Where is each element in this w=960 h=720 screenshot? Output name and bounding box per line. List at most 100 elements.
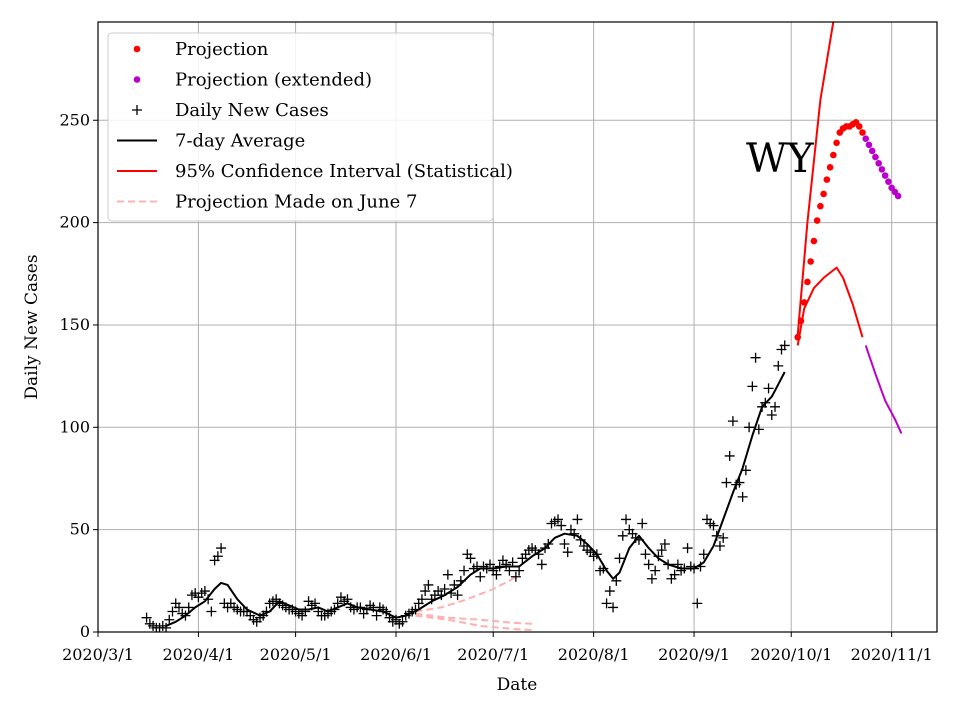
daily-case-marker	[640, 549, 651, 560]
plot-frame	[97, 21, 938, 633]
projection-point-projection	[794, 333, 802, 341]
daily-case-marker	[598, 563, 609, 574]
projection-point-projection-extended	[894, 192, 902, 200]
daily-case-marker	[475, 571, 486, 582]
daily-case-marker	[161, 622, 172, 632]
daily-case-marker	[452, 590, 463, 601]
x-tick-label: 2020/3/1	[62, 645, 134, 664]
x-tick-label: 2020/4/1	[162, 645, 234, 664]
x-tick-label: 2020/5/1	[260, 645, 332, 664]
daily-case-marker	[180, 610, 191, 621]
daily-case-marker	[614, 553, 625, 564]
daily-case-marker	[689, 563, 700, 574]
daily-case-marker	[695, 561, 706, 572]
daily-case-marker	[371, 610, 382, 621]
daily-case-marker	[199, 586, 210, 597]
x-tick-label: 2020/9/1	[658, 645, 730, 664]
daily-case-marker	[637, 518, 648, 529]
daily-case-marker	[183, 602, 194, 613]
projection-point-projection-extended	[865, 141, 873, 149]
projection-point-projection	[807, 258, 814, 265]
daily-case-marker	[760, 397, 771, 408]
daily-case-marker	[332, 598, 343, 609]
daily-case-marker	[653, 551, 664, 562]
daily-case-marker	[763, 383, 774, 394]
x-axis-label: Date	[497, 675, 538, 695]
series-line-projection-made-on-june-7-lower	[415, 614, 533, 631]
daily-case-marker	[141, 612, 152, 623]
daily-case-marker	[591, 549, 602, 560]
state-annotation: WY	[746, 136, 814, 182]
daily-case-marker	[397, 616, 408, 627]
legend-box	[107, 32, 494, 222]
daily-case-marker	[711, 530, 722, 541]
projection-point-projection-extended	[875, 159, 882, 167]
projection-point-projection	[826, 164, 834, 171]
daily-case-marker	[659, 538, 670, 549]
daily-case-marker	[569, 528, 580, 539]
daily-case-marker	[436, 590, 447, 601]
daily-case-marker	[744, 422, 755, 433]
daily-case-marker	[167, 606, 178, 617]
daily-case-marker	[203, 594, 214, 605]
daily-case-marker	[718, 532, 729, 543]
daily-case-marker	[727, 416, 738, 427]
daily-case-marker	[633, 534, 644, 545]
daily-case-marker	[708, 520, 719, 531]
daily-case-marker	[601, 598, 612, 609]
plot-data	[141, 22, 903, 632]
daily-case-marker	[455, 575, 466, 586]
daily-case-marker	[682, 543, 693, 554]
daily-case-marker	[663, 559, 674, 570]
daily-case-marker	[692, 598, 703, 609]
daily-case-marker	[559, 538, 570, 549]
x-tick-label: 2020/11/1	[851, 645, 933, 664]
y-axis-label: Daily New Cases	[22, 254, 42, 399]
daily-case-marker	[740, 465, 751, 476]
daily-case-marker	[646, 573, 657, 584]
daily-case-marker	[300, 606, 311, 617]
daily-case-marker	[608, 602, 619, 613]
series-line-95-confidence-interval-statistical-upper	[796, 22, 835, 336]
y-tick-label: 50	[70, 520, 90, 539]
daily-case-marker	[617, 530, 628, 541]
daily-case-marker	[737, 491, 748, 502]
daily-case-marker	[501, 559, 512, 570]
daily-case-marker	[465, 553, 476, 564]
daily-case-marker	[721, 477, 732, 488]
daily-case-marker	[536, 559, 547, 570]
legend-dot-swatch	[133, 76, 141, 83]
daily-case-marker	[261, 606, 272, 617]
projection-point-projection-extended	[872, 153, 879, 161]
projection-point-projection	[820, 190, 827, 198]
x-tick-label: 2020/8/1	[558, 645, 630, 664]
x-tick-label: 2020/7/1	[457, 645, 529, 664]
daily-case-marker	[510, 571, 521, 582]
daily-case-marker	[575, 534, 586, 545]
daily-case-marker	[416, 594, 427, 605]
x-tick-label: 2020/6/1	[360, 645, 432, 664]
daily-case-marker	[779, 340, 790, 351]
daily-case-marker	[734, 477, 745, 488]
legend-label: 7-day Average	[175, 131, 305, 152]
daily-case-marker	[753, 424, 764, 435]
daily-case-marker	[449, 579, 460, 590]
series-line-projection-made-on-june-7-upper	[415, 573, 520, 613]
projection-point-projection	[817, 202, 824, 210]
daily-case-marker	[773, 360, 784, 371]
daily-case-marker	[491, 569, 502, 580]
x-tick-label: 2020/10/1	[750, 645, 832, 664]
daily-case-marker	[611, 575, 622, 586]
daily-case-marker	[410, 604, 421, 615]
daily-case-marker	[507, 557, 518, 568]
y-tick-label: 100	[59, 417, 90, 436]
daily-case-marker	[420, 586, 431, 597]
daily-case-marker	[621, 514, 632, 525]
y-tick-label: 150	[59, 315, 90, 334]
daily-case-marker	[770, 401, 781, 412]
daily-case-marker	[533, 549, 544, 560]
daily-case-marker	[656, 545, 667, 556]
daily-case-marker	[724, 450, 735, 461]
series-line-projection-made-on-june-7-center	[415, 612, 533, 625]
